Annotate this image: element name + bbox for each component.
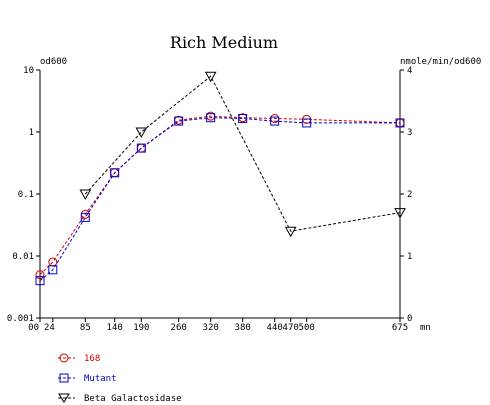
x-tick-label: 140	[107, 323, 123, 333]
x-tick-label: 190	[133, 323, 149, 333]
right-tick-label: 3	[407, 128, 412, 138]
legend-mutant-label: Mutant	[84, 374, 117, 384]
chart-title: Rich Medium	[170, 33, 278, 52]
legend-168-label: 168	[84, 354, 100, 364]
x-tick-label: 24	[44, 323, 55, 333]
x-tick-label: 320	[203, 323, 219, 333]
x-unit-label: mn	[420, 323, 431, 333]
x-tick-label: 470	[283, 323, 299, 333]
left-tick-label: 10	[23, 66, 34, 76]
legend-beta-marker	[58, 393, 70, 403]
left-axis-label: od600	[40, 57, 67, 67]
x-tick-label: 00	[28, 323, 39, 333]
left-tick-label: 0.1	[18, 190, 34, 200]
data-point-2	[284, 226, 297, 238]
legend-beta-label: Beta Galactosidase	[84, 394, 182, 404]
right-tick-label: 2	[407, 190, 412, 200]
x-tick-label: 440	[267, 323, 283, 333]
data-point-1	[136, 143, 146, 153]
data-point-2	[394, 208, 406, 219]
data-point-1	[395, 118, 405, 128]
left-tick-label: 1	[29, 128, 34, 138]
legend-168-marker	[59, 353, 69, 363]
data-point-2	[135, 127, 148, 139]
data-point-2	[204, 71, 217, 83]
x-tick-label: 380	[235, 323, 251, 333]
left-tick-label: 0.001	[7, 314, 34, 324]
data-point-1	[35, 276, 45, 286]
data-point-0	[48, 257, 58, 267]
series-line-2	[84, 75, 401, 232]
x-tick-label: 500	[299, 323, 315, 333]
right-tick-label: 4	[407, 66, 412, 76]
legend: 168 Mutant Beta Galactosidase	[58, 353, 182, 404]
right-tick-label: 0	[407, 314, 412, 324]
data-point-1	[110, 168, 120, 178]
data-point-0	[35, 270, 45, 280]
left-tick-label: 0.01	[12, 252, 34, 262]
right-axis-label: nmole/min/od600	[400, 57, 481, 67]
series-line-0	[39, 115, 401, 276]
x-tick-label: 260	[171, 323, 187, 333]
data-point-1	[48, 265, 58, 275]
legend-mutant-marker	[59, 373, 69, 383]
data-point-1	[238, 114, 248, 124]
data-point-2	[79, 189, 92, 201]
data-point-1	[206, 113, 216, 123]
right-tick-label: 1	[407, 252, 412, 262]
series-line-1	[39, 117, 400, 282]
data-point-1	[270, 116, 280, 126]
x-tick-label: 85	[80, 323, 91, 333]
x-tick-label: 675	[392, 323, 408, 333]
data-point-1	[174, 116, 184, 126]
data-point-1	[302, 118, 312, 128]
data-point-1	[80, 212, 90, 222]
